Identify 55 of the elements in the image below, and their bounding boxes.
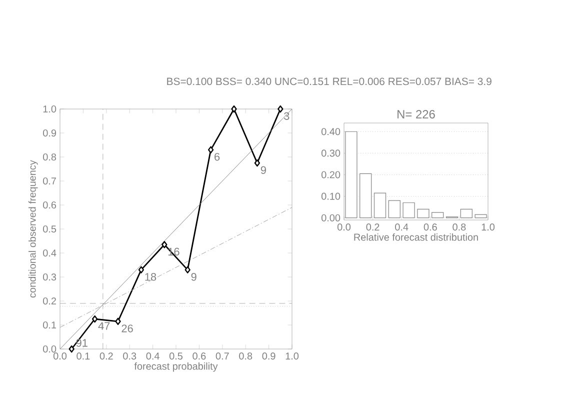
x-tick-label: 0.3	[123, 352, 136, 360]
x-tick-label: 0.4	[146, 352, 160, 360]
x-tick-label: 0.6	[424, 224, 437, 231]
x-tick-label: 0.8	[452, 224, 466, 231]
y-tick-label: 0.40	[321, 128, 340, 136]
point	[162, 241, 168, 248]
x-tick-label: 0.7	[216, 352, 229, 360]
x-axis-title: Relative forecast distribution	[354, 233, 478, 241]
annotation: 9	[260, 166, 266, 174]
x-tick-label: 0.2	[100, 352, 113, 360]
annotation: 6	[214, 152, 220, 161]
x-tick-label: 1.0	[286, 352, 299, 360]
x-tick-label: 0.4	[395, 224, 408, 231]
annotation: 91	[76, 339, 88, 347]
y-tick-label: 0.2	[43, 297, 56, 305]
point	[184, 266, 190, 274]
annotation: 18	[145, 273, 156, 281]
y-tick-label: 0.10	[321, 192, 340, 200]
annotation: 9	[191, 273, 196, 281]
y-tick-label: 1.0	[43, 105, 56, 113]
y-tick-label: 0.20	[321, 171, 340, 178]
point	[278, 105, 284, 113]
y-tick-label: 0.0	[43, 345, 56, 353]
y-tick-label: 0.6	[43, 201, 56, 209]
y-tick-label: 0.8	[43, 153, 56, 161]
point	[138, 266, 144, 274]
x-tick-label: 0.0	[53, 352, 67, 360]
y-tick-label: 0.30	[321, 150, 340, 157]
y-axis-title: conditional observed frequency	[28, 160, 38, 298]
x-tick-label: 0.1	[76, 352, 90, 360]
x-tick-label: 1.0	[482, 224, 495, 231]
y-tick-label: 0.3	[43, 273, 56, 281]
x-tick-label: 0.0	[337, 224, 351, 231]
x-tick-label: 0.9	[262, 352, 276, 360]
y-tick-label: 0.9	[43, 129, 56, 137]
point	[115, 318, 121, 325]
annotation: 47	[98, 322, 110, 330]
x-axis-title: forecast probability	[134, 362, 218, 372]
y-tick-label: 0.7	[43, 177, 56, 185]
point	[92, 315, 98, 323]
point	[208, 146, 214, 154]
point	[231, 105, 237, 113]
chart-title: N= 226	[398, 110, 435, 118]
x-tick-label: 0.6	[192, 352, 206, 360]
y-tick-label: 0.4	[43, 249, 56, 257]
point	[254, 159, 260, 167]
y-tick-label: 0.1	[43, 321, 56, 329]
x-tick-label: 0.2	[366, 224, 380, 231]
x-tick-label: 0.8	[239, 352, 252, 360]
text: BS=0.100 BSS= 0.340 UNC=0.151 REL=0.006 RES=0.057 BIAS= 3.9	[167, 78, 492, 86]
annotation: 3	[284, 112, 290, 120]
annotation: 26	[122, 324, 133, 332]
point	[68, 345, 74, 353]
y-tick-label: 0.00	[321, 214, 340, 222]
x-tick-label: 0.5	[169, 352, 183, 360]
